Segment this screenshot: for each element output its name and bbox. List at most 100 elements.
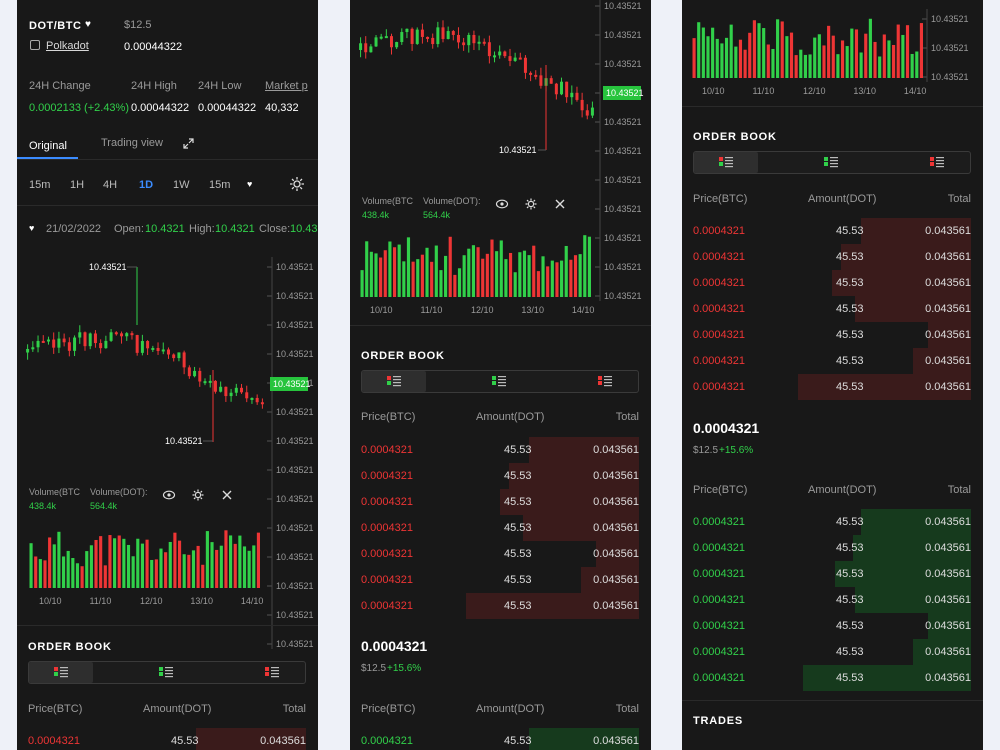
volume-bar bbox=[536, 271, 540, 297]
timeframe-15m-button[interactable]: 15m bbox=[209, 179, 231, 191]
volume-bar bbox=[476, 247, 480, 297]
chart-settings-gear-icon[interactable] bbox=[289, 176, 305, 192]
market-label[interactable]: Market p bbox=[265, 80, 308, 92]
row-price: 0.0004321 bbox=[693, 672, 745, 684]
ask-row[interactable]: 0.0004321 45.53 0.043561 bbox=[350, 437, 639, 463]
candle-body bbox=[234, 387, 238, 393]
row-price: 0.0004321 bbox=[693, 542, 745, 554]
timeframe-1w-button[interactable]: 1W bbox=[173, 179, 190, 191]
volume-bar bbox=[808, 54, 812, 78]
volume-bar bbox=[379, 257, 383, 297]
asks-only-view-icon[interactable] bbox=[930, 157, 944, 168]
ask-row[interactable]: 0.0004321 45.53 0.043561 bbox=[350, 489, 639, 515]
candle-body bbox=[245, 392, 249, 399]
bid-row[interactable]: 0.0004321 45.53 0.043561 bbox=[682, 561, 971, 587]
order-book-view-toggle[interactable] bbox=[693, 151, 971, 174]
ask-row[interactable]: 0.0004321 45.53 0.043561 bbox=[682, 374, 971, 400]
candle-body bbox=[93, 333, 97, 344]
order-book-view-toggle[interactable] bbox=[361, 370, 639, 393]
date-tick-label: 14/10 bbox=[572, 305, 595, 315]
bid-row[interactable]: 0.0004321 45.53 0.043561 bbox=[682, 587, 971, 613]
candle-body bbox=[359, 43, 363, 50]
ask-row[interactable]: 0.0004321 45.53 0.043561 bbox=[682, 348, 971, 374]
bids-only-view-icon[interactable] bbox=[492, 376, 506, 387]
order-book-view-toggle[interactable] bbox=[28, 661, 306, 684]
price-tick-label: 10.43521 bbox=[276, 523, 314, 533]
pair-name-link[interactable]: Polkadot bbox=[46, 40, 89, 52]
bid-row[interactable]: 0.0004321 45.53 0.043561 bbox=[682, 665, 971, 691]
volume-bar bbox=[780, 21, 784, 79]
row-total: 0.043561 bbox=[925, 277, 971, 289]
volume-bar bbox=[495, 251, 499, 297]
ask-row[interactable]: 0.0004321 45.53 0.043561 bbox=[682, 296, 971, 322]
volume-bar bbox=[406, 237, 411, 297]
date-tick-label: 14/10 bbox=[904, 86, 927, 96]
timeframe-1d-button[interactable]: 1D bbox=[139, 179, 154, 191]
depth-bar bbox=[523, 515, 639, 541]
favorite-heart-icon[interactable]: ♥ bbox=[85, 19, 91, 30]
candle-body bbox=[554, 83, 558, 95]
ask-row[interactable]: 0.0004321 45.53 0.043561 bbox=[350, 593, 639, 619]
eye-visibility-icon[interactable] bbox=[495, 199, 509, 209]
volume-bar bbox=[766, 44, 770, 78]
both-sides-view-icon[interactable] bbox=[719, 157, 733, 168]
timeframe-4h-button[interactable]: 4H bbox=[103, 179, 118, 191]
volume-btc-value: 438.4k bbox=[29, 501, 57, 511]
bids-only-view-icon[interactable] bbox=[824, 157, 838, 168]
ask-row[interactable]: 0.0004321 45.53 0.043561 bbox=[350, 567, 639, 593]
bid-row[interactable]: 0.0004321 45.53 0.043561 bbox=[682, 613, 971, 639]
timeframe-1h-button[interactable]: 1H bbox=[70, 179, 85, 191]
both-sides-view-icon[interactable] bbox=[387, 376, 401, 387]
bid-row[interactable]: 0.0004321 45.53 0.043561 bbox=[682, 535, 971, 561]
indicator-settings-gear-icon[interactable] bbox=[525, 198, 537, 210]
volume-bar bbox=[532, 245, 536, 297]
candle-body bbox=[88, 333, 92, 347]
close-indicator-icon[interactable] bbox=[222, 490, 232, 500]
volume-bar bbox=[145, 539, 149, 588]
timeframe-favorite-heart-icon[interactable]: ♥ bbox=[247, 179, 253, 189]
volume-bar bbox=[550, 260, 554, 297]
ask-row[interactable]: 0.0004321 45.53 0.043561 bbox=[682, 270, 971, 296]
volume-bar bbox=[752, 20, 756, 78]
trades-title: TRADES bbox=[693, 715, 744, 727]
ask-row[interactable]: 0.0004321 45.53 0.043561 bbox=[17, 728, 306, 750]
volume-bar bbox=[822, 45, 826, 78]
ask-row[interactable]: 0.0004321 45.53 0.043561 bbox=[682, 322, 971, 348]
price-tick-label: 10.43521 bbox=[276, 407, 314, 417]
ask-row[interactable]: 0.0004321 45.53 0.043561 bbox=[682, 218, 971, 244]
asks-only-view-icon[interactable] bbox=[598, 376, 612, 387]
price-tick-label: 10.43521 bbox=[276, 262, 314, 272]
bids-only-view-icon[interactable] bbox=[159, 667, 173, 678]
candle-body bbox=[462, 42, 466, 46]
close-indicator-icon[interactable] bbox=[555, 199, 565, 209]
bid-row[interactable]: 0.0004321 45.53 0.043561 bbox=[682, 509, 971, 535]
volume-bar bbox=[168, 541, 172, 588]
row-total: 0.043561 bbox=[925, 381, 971, 393]
bid-row[interactable]: 0.0004321 45.53 0.043561 bbox=[682, 639, 971, 665]
row-total: 0.043561 bbox=[593, 548, 639, 560]
both-sides-view-icon[interactable] bbox=[54, 667, 68, 678]
candle-body bbox=[193, 370, 197, 377]
tab-trading-view[interactable]: Trading view bbox=[101, 137, 163, 149]
asks-only-view-icon[interactable] bbox=[265, 667, 279, 678]
expand-icon[interactable] bbox=[183, 138, 194, 149]
tab-active-indicator bbox=[17, 157, 78, 159]
row-price: 0.0004321 bbox=[693, 381, 745, 393]
volume-bar bbox=[481, 258, 485, 297]
ask-row[interactable]: 0.0004321 45.53 0.043561 bbox=[682, 244, 971, 270]
bid-row[interactable]: 0.0004321 45.53 0.043561 bbox=[350, 728, 639, 750]
volume-bar bbox=[868, 18, 872, 78]
ohlc-heart-icon[interactable]: ♥ bbox=[29, 223, 35, 233]
tab-original[interactable]: Original bbox=[29, 140, 67, 152]
ask-row[interactable]: 0.0004321 45.53 0.043561 bbox=[350, 463, 639, 489]
header-price: Price(BTC) bbox=[693, 484, 748, 496]
row-total: 0.043561 bbox=[593, 444, 639, 456]
eye-visibility-icon[interactable] bbox=[162, 490, 176, 500]
date-tick-label: 13/10 bbox=[190, 596, 213, 606]
ask-row[interactable]: 0.0004321 45.53 0.043561 bbox=[350, 541, 639, 567]
ask-row[interactable]: 0.0004321 45.53 0.043561 bbox=[350, 515, 639, 541]
volume-bar bbox=[799, 49, 803, 78]
volume-bar bbox=[191, 550, 196, 588]
indicator-settings-gear-icon[interactable] bbox=[192, 489, 204, 501]
timeframe-15m-button[interactable]: 15m bbox=[29, 179, 51, 191]
